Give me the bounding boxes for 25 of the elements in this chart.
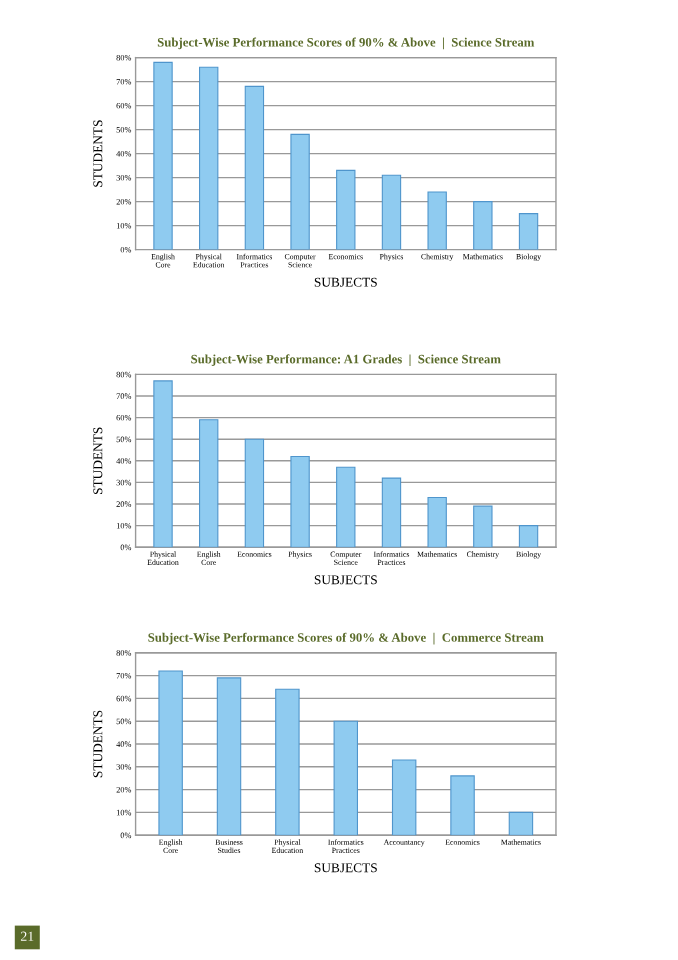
bar [450,775,475,836]
bar [508,811,534,836]
bar [333,720,359,836]
bar [473,505,493,548]
bar [518,213,539,250]
bar [290,455,310,548]
bar [244,438,265,548]
bar [199,66,219,250]
bar [153,61,173,250]
bar [427,191,447,250]
bar [427,496,447,548]
bar [518,525,539,548]
bar [290,133,310,250]
bar [216,677,242,836]
bar [153,380,173,548]
bar [158,670,183,836]
bar [199,419,219,548]
bar [275,688,300,836]
bar [336,466,356,548]
bar [391,759,417,836]
bar [244,85,265,250]
bar [381,477,402,548]
bar [336,169,356,250]
bar [381,174,402,250]
bar [473,201,493,250]
